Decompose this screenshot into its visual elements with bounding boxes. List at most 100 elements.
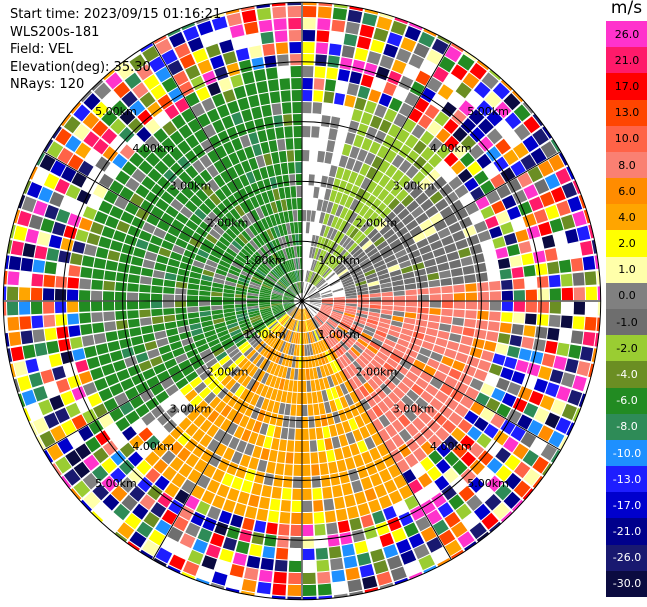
velocity-cell xyxy=(290,344,295,356)
velocity-cell xyxy=(378,160,391,174)
velocity-cell xyxy=(320,266,329,277)
velocity-cell xyxy=(63,116,81,134)
velocity-cell xyxy=(191,265,203,274)
velocity-cell xyxy=(190,75,206,91)
velocity-cell xyxy=(345,305,357,310)
velocity-cell xyxy=(361,261,373,270)
velocity-cell xyxy=(572,210,587,227)
velocity-cell xyxy=(121,91,138,108)
colorbar-bin xyxy=(606,178,647,205)
velocity-cell xyxy=(338,434,349,447)
velocity-cell xyxy=(286,198,293,211)
velocity-cell xyxy=(341,543,355,557)
velocity-cell xyxy=(277,535,289,548)
velocity-cell xyxy=(71,172,87,188)
velocity-cell xyxy=(278,150,287,163)
velocity-cell xyxy=(343,33,358,47)
velocity-cell xyxy=(60,390,76,406)
velocity-cell xyxy=(280,262,288,274)
colorbar-unit: m/s xyxy=(610,0,643,18)
velocity-cell xyxy=(321,304,333,308)
velocity-cell xyxy=(384,378,397,391)
velocity-cell xyxy=(184,150,199,164)
velocity-cell xyxy=(352,248,364,258)
velocity-cell xyxy=(109,180,124,195)
velocity-cell xyxy=(423,226,437,237)
velocity-cell xyxy=(269,214,277,227)
velocity-cell xyxy=(312,488,323,500)
velocity-cell xyxy=(75,229,89,243)
velocity-cell xyxy=(421,341,434,351)
velocity-cell xyxy=(155,38,173,55)
velocity-cell xyxy=(304,320,307,332)
velocity-cell xyxy=(225,344,238,355)
velocity-cell xyxy=(247,305,259,310)
velocity-cell xyxy=(136,64,154,81)
velocity-cell xyxy=(313,330,320,342)
velocity-cell xyxy=(326,363,334,375)
velocity-cell xyxy=(406,389,419,402)
velocity-cell xyxy=(334,3,348,9)
velocity-cell xyxy=(428,153,443,168)
velocity-cell xyxy=(313,316,322,326)
velocity-cell xyxy=(430,351,443,362)
velocity-cell xyxy=(357,301,369,305)
velocity-cell xyxy=(114,392,129,406)
velocity-cell xyxy=(29,166,38,180)
velocity-cell xyxy=(439,206,454,219)
velocity-cell xyxy=(165,384,179,397)
velocity-cell xyxy=(339,340,350,351)
velocity-cell xyxy=(288,560,302,572)
velocity-cell xyxy=(237,97,250,111)
velocity-cell xyxy=(98,353,112,366)
velocity-cell xyxy=(426,169,441,183)
velocity-cell xyxy=(305,356,309,368)
velocity-cell xyxy=(248,457,259,470)
velocity-cell xyxy=(190,395,203,408)
velocity-cell xyxy=(81,255,95,268)
velocity-cell xyxy=(339,251,350,262)
velocity-cell xyxy=(573,301,585,315)
velocity-cell xyxy=(289,368,295,380)
velocity-cell xyxy=(327,241,336,253)
velocity-cell xyxy=(528,196,544,212)
velocity-cell xyxy=(237,372,248,385)
velocity-cell xyxy=(389,238,402,249)
velocity-cell xyxy=(67,289,79,301)
velocity-cell xyxy=(299,246,302,258)
velocity-cell xyxy=(300,309,302,320)
velocity-cell xyxy=(215,240,228,251)
velocity-cell xyxy=(486,331,499,342)
velocity-cell xyxy=(199,369,212,381)
velocity-cell xyxy=(146,214,160,226)
velocity-cell xyxy=(192,48,208,64)
velocity-cell xyxy=(408,53,425,69)
velocity-cell xyxy=(260,205,269,217)
velocity-cell xyxy=(148,529,166,546)
velocity-cell xyxy=(496,211,510,225)
velocity-cell xyxy=(429,397,444,411)
velocity-cell xyxy=(415,275,428,283)
velocity-cell xyxy=(150,235,163,246)
velocity-cell xyxy=(119,144,135,160)
velocity-cell xyxy=(501,279,513,290)
field-label: Field: VEL xyxy=(10,42,73,57)
velocity-cell xyxy=(344,94,356,108)
velocity-cell xyxy=(135,208,150,221)
velocity-cell xyxy=(129,485,146,502)
velocity-cell xyxy=(364,8,379,15)
velocity-cell xyxy=(542,463,553,476)
velocity-cell xyxy=(298,282,301,294)
velocity-cell xyxy=(364,244,376,254)
velocity-cell xyxy=(544,412,561,429)
velocity-cell xyxy=(321,303,333,306)
velocity-cell xyxy=(110,118,126,135)
velocity-cell xyxy=(307,332,311,344)
velocity-cell xyxy=(359,564,375,578)
velocity-cell xyxy=(175,288,187,295)
velocity-cell xyxy=(408,342,421,353)
velocity-cell xyxy=(171,472,186,488)
velocity-cell xyxy=(268,241,277,253)
velocity-cell xyxy=(261,283,273,290)
velocity-cell xyxy=(220,404,232,418)
